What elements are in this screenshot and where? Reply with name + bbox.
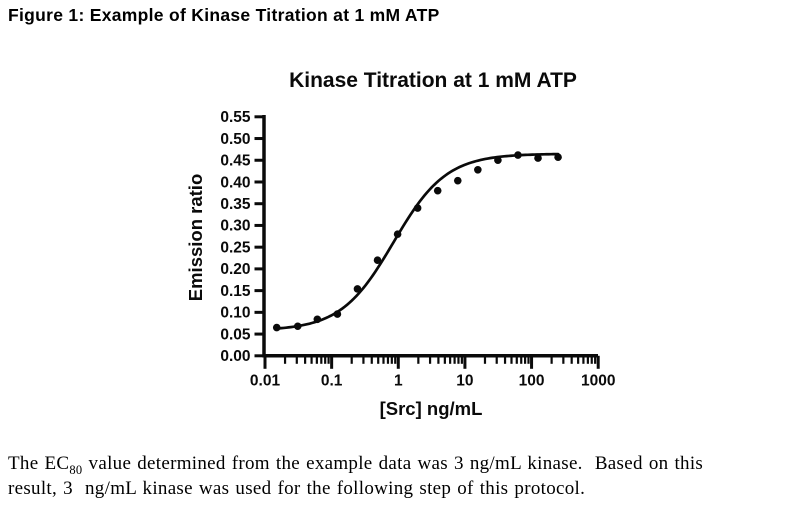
y-tick-label: 0.25: [220, 239, 251, 256]
y-tick-label: 0.35: [220, 196, 251, 213]
data-point-marker: [453, 176, 462, 185]
data-point-marker: [514, 151, 522, 159]
x-tick-label: 100: [519, 372, 545, 389]
y-tick-label: 0.55: [220, 109, 251, 126]
y-axis-label: Emission ratio: [185, 174, 206, 301]
caption-text-line2: result, 3 ng/mL kinase was used for the …: [8, 478, 586, 499]
x-axis-ticks: 0.01 0.1 1 10 100 1000: [250, 355, 615, 389]
x-tick-label: 1000: [581, 372, 615, 389]
y-tick-label: 0.45: [220, 153, 251, 170]
x-axis-label: [Src] ng/mL: [380, 398, 483, 419]
sigmoid-fit-curve: [275, 152, 560, 330]
y-tick-label: 0.10: [220, 305, 250, 322]
kinase-titration-chart: Kinase Titration at 1 mM ATP Emission ra…: [185, 69, 615, 419]
data-point-marker: [534, 154, 542, 162]
data-point-marker: [433, 186, 442, 195]
y-tick-label: 0.00: [220, 348, 250, 365]
data-point-marker: [413, 204, 422, 212]
data-point-marker: [474, 166, 482, 174]
x-tick-label: 10: [456, 372, 473, 389]
y-tick-label: 0.50: [220, 131, 250, 148]
y-tick-label: 0.20: [220, 261, 250, 278]
x-tick-label: 0.01: [250, 372, 281, 389]
figure-title: Figure 1: Example of Kinase Titration at…: [8, 5, 440, 25]
axes: [262, 115, 598, 358]
data-point-marker: [272, 323, 281, 332]
chart-title: Kinase Titration at 1 mM ATP: [289, 69, 577, 92]
caption: The EC80 value determined from the examp…: [8, 451, 787, 501]
x-tick-label: 1: [394, 372, 403, 389]
data-points: [272, 151, 562, 332]
x-tick-label: 0.1: [321, 372, 343, 389]
data-point-marker: [373, 256, 382, 264]
caption-text-part2: value determined from the example data w…: [82, 453, 704, 474]
y-tick-label: 0.15: [220, 283, 251, 300]
y-tick-label: 0.30: [220, 218, 250, 235]
data-point-marker: [353, 285, 362, 293]
y-axis-ticks: 0.00 0.05 0.10 0.15 0.20 0.25 0.30 0.35 0.40 0.45…: [220, 109, 264, 365]
caption-subscript: 80: [69, 462, 83, 477]
data-point-marker: [313, 315, 322, 324]
data-point-marker: [333, 310, 342, 318]
data-point-marker: [393, 230, 402, 238]
caption-text-part1: The EC: [8, 453, 70, 474]
data-point-marker: [554, 153, 562, 162]
data-point-marker: [494, 156, 502, 165]
y-tick-label: 0.05: [220, 326, 251, 343]
data-point-marker: [293, 322, 302, 331]
y-tick-label: 0.40: [220, 174, 250, 191]
